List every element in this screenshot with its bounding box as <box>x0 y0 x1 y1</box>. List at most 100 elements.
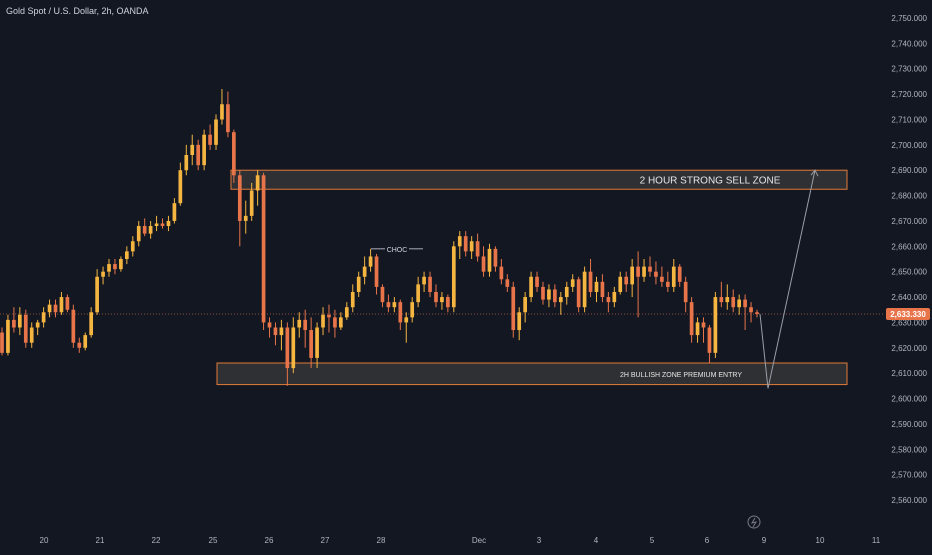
candle-body <box>124 251 129 259</box>
candle-body <box>618 276 623 292</box>
candle-body <box>95 276 99 313</box>
y-tick-label: 2,610.000 <box>891 369 927 378</box>
candle-body <box>582 271 587 308</box>
candle-body <box>493 248 498 267</box>
x-tick-label: 21 <box>96 536 105 545</box>
candle-body <box>35 322 40 328</box>
candle-body <box>446 297 450 308</box>
x-tick-label: 20 <box>40 536 49 545</box>
candle-body <box>362 266 367 277</box>
candle-body <box>701 322 706 328</box>
candle-body <box>683 281 688 303</box>
candle-body <box>606 297 611 303</box>
candle-body <box>178 170 183 204</box>
candle-body <box>41 312 46 323</box>
candle-body <box>47 304 52 313</box>
candle-body <box>594 281 599 292</box>
candle-body <box>59 297 64 313</box>
candle-body <box>232 132 236 176</box>
candle-body <box>695 322 700 336</box>
candle-body <box>422 276 426 285</box>
y-tick-label: 2,670.000 <box>891 217 927 226</box>
x-tick-label: 10 <box>816 536 825 545</box>
candle-body <box>529 276 533 298</box>
candle-body <box>707 327 712 353</box>
candle-body <box>671 266 676 287</box>
buy-zone-box <box>216 362 848 386</box>
x-tick-label: 11 <box>872 536 881 545</box>
candle-body <box>725 297 730 303</box>
candle-body <box>392 302 397 308</box>
y-tick-label: 2,690.000 <box>891 166 927 175</box>
candle-body <box>29 327 34 343</box>
candle-body <box>368 256 373 267</box>
candle-body <box>731 297 736 308</box>
candle-body <box>160 223 165 227</box>
candle-body <box>558 297 563 303</box>
candle-body <box>119 259 123 270</box>
candle-body <box>12 319 16 328</box>
candle-body <box>101 271 105 277</box>
candle-body <box>53 304 58 313</box>
candle-body <box>6 319 10 353</box>
candle-body <box>214 119 218 145</box>
candle-body <box>624 276 629 285</box>
candle-body <box>677 266 682 282</box>
candle-body <box>344 307 349 318</box>
y-tick-label: 2,600.000 <box>891 395 927 404</box>
candle-body <box>404 317 409 323</box>
candle-body <box>309 330 313 358</box>
candle-body <box>457 236 462 247</box>
candle-body <box>190 144 195 155</box>
candle-body <box>434 291 438 303</box>
y-tick-label: 2,710.000 <box>891 115 927 124</box>
candle-body <box>612 291 617 303</box>
candle-body <box>654 271 658 277</box>
candle-body <box>83 335 88 348</box>
candle-body <box>564 286 569 298</box>
candle-body <box>660 276 664 282</box>
y-tick-label: 2,630.000 <box>891 318 927 327</box>
y-tick-label: 2,620.000 <box>891 344 927 353</box>
candle-body <box>463 236 468 252</box>
candle-body <box>737 299 742 308</box>
candle-body <box>487 248 492 272</box>
y-tick-label: 2,570.000 <box>891 471 927 480</box>
candle-body <box>630 266 635 285</box>
candle-body <box>440 297 444 303</box>
x-tick-label: 3 <box>537 536 542 545</box>
candle-body <box>339 317 343 328</box>
y-tick-label: 2,730.000 <box>891 65 927 74</box>
y-tick-label: 2,750.000 <box>891 14 927 23</box>
candle-body <box>142 226 147 234</box>
y-tick-label: 2,740.000 <box>891 39 927 48</box>
candle-body <box>416 284 420 303</box>
candle-body <box>689 302 694 336</box>
y-tick-label: 2,700.000 <box>891 141 927 150</box>
candle-body <box>374 256 379 287</box>
candle-body <box>576 279 581 308</box>
candle-body <box>71 309 76 343</box>
candle-body <box>285 327 290 369</box>
candle-body <box>291 327 296 369</box>
candle-body <box>535 276 539 287</box>
lightning-icon[interactable] <box>747 515 761 529</box>
candle-body <box>166 220 171 227</box>
y-tick-label: 2,720.000 <box>891 90 927 99</box>
y-tick-label: 2,660.000 <box>891 242 927 251</box>
candle-body <box>17 314 22 328</box>
candle-body <box>511 286 516 331</box>
candle-body <box>743 299 747 308</box>
y-tick-label: 2,590.000 <box>891 420 927 429</box>
candle-body <box>154 223 159 227</box>
y-tick-label: 2,650.000 <box>891 268 927 277</box>
lightning-glyph <box>750 517 758 528</box>
candle-body <box>267 322 272 328</box>
candle-body <box>255 175 260 191</box>
candle-body <box>333 317 337 328</box>
candle-body <box>636 266 640 277</box>
candle-body <box>243 215 248 221</box>
x-tick-label: Dec <box>472 536 486 545</box>
